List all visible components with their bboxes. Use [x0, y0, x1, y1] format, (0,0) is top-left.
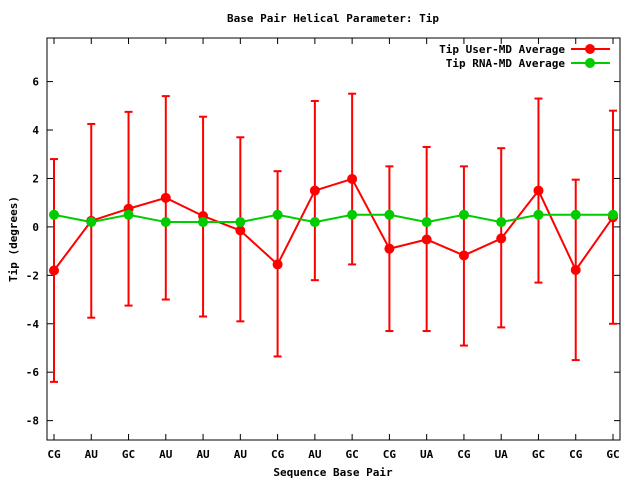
legend-label: Tip User-MD Average [439, 43, 565, 56]
y-tick-label: 6 [32, 76, 39, 89]
series-rna-md-point [272, 209, 283, 220]
x-tick-label: AU [234, 448, 248, 461]
series-rna-md-point [309, 217, 320, 228]
series-user-md-line [53, 177, 614, 272]
series-user-md-point [421, 234, 432, 245]
x-tick-label: UA [420, 448, 434, 461]
series-rna-md-line [53, 213, 613, 224]
series-user-md-point [570, 264, 581, 275]
series-rna-md-point [86, 217, 97, 228]
series-user-md-point [272, 259, 283, 270]
series-layer [49, 92, 618, 383]
series-user-md-point [309, 185, 320, 196]
series-rna-md-point [198, 217, 209, 228]
y-tick-label: 2 [32, 172, 39, 185]
x-tick-label: GC [606, 448, 619, 461]
x-tick-label: CG [383, 448, 397, 461]
series-rna-md-point [384, 209, 395, 220]
series-rna-md-point [49, 209, 59, 220]
series-user-md-point [496, 233, 507, 244]
x-tick-label: CG [457, 448, 471, 461]
series-rna-md-point [123, 209, 134, 220]
axes: -8 -6 -4 -2 0 2 4 6 CG AU GC AU AU AU CG AU GC CG UA CG UA GC… [26, 37, 621, 461]
series-user-md-point [384, 243, 395, 254]
y-tick-label: 0 [32, 221, 39, 234]
x-tick-label: GC [346, 448, 359, 461]
series-user-md-point [458, 250, 469, 261]
series-rna-md-point [533, 209, 544, 220]
series-user-md-point [533, 185, 544, 196]
x-tick-label: GC [532, 448, 545, 461]
x-tick-label: AU [308, 448, 322, 461]
x-tick-label: CG [271, 448, 285, 461]
x-axis-label: Sequence Base Pair [273, 466, 393, 479]
x-tick-label: CG [47, 448, 61, 461]
series-rna-md-point [235, 217, 246, 228]
y-tick-label: -6 [26, 366, 40, 379]
y-tick-label: -8 [26, 415, 39, 428]
x-tick-label: CG [569, 448, 583, 461]
series-user-md-point [347, 173, 358, 184]
series-rna-md-point [421, 217, 432, 228]
x-tick-label: GC [122, 448, 135, 461]
y-tick-label: -4 [26, 318, 40, 331]
legend-marker [585, 58, 595, 68]
y-axis-label: Tip (degrees) [7, 196, 20, 282]
x-tick-label: UA [495, 448, 509, 461]
legend-label: Tip RNA-MD Average [446, 57, 566, 70]
x-tick-label: AU [196, 448, 210, 461]
series-rna-md-point [496, 217, 507, 228]
series-rna-md-point [458, 209, 469, 220]
chart-title: Base Pair Helical Parameter: Tip [227, 12, 439, 25]
y-tick-label: -2 [26, 269, 39, 282]
x-tick-label: AU [85, 448, 99, 461]
plot-frame [46, 37, 621, 441]
series-rna-md-point [347, 209, 358, 220]
y-tick-label: 4 [32, 124, 39, 137]
series-rna-md-point [160, 217, 171, 228]
series-user-md-point [235, 225, 246, 236]
legend-marker [585, 44, 595, 54]
x-tick-label: AU [159, 448, 173, 461]
series-rna-md-point [608, 209, 618, 220]
series-rna-md-point [570, 209, 581, 220]
series-user-md-point [160, 192, 171, 203]
series-user-md-point [49, 265, 59, 276]
